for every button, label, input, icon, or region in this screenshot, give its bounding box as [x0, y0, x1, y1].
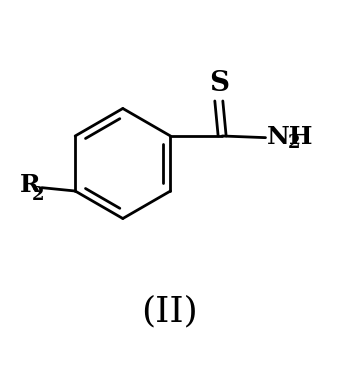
Text: (II): (II) [141, 295, 198, 329]
Text: S: S [209, 70, 229, 97]
Text: R: R [19, 173, 40, 197]
Text: 2: 2 [288, 134, 301, 152]
Text: 2: 2 [32, 186, 44, 204]
Text: NH: NH [267, 125, 314, 149]
